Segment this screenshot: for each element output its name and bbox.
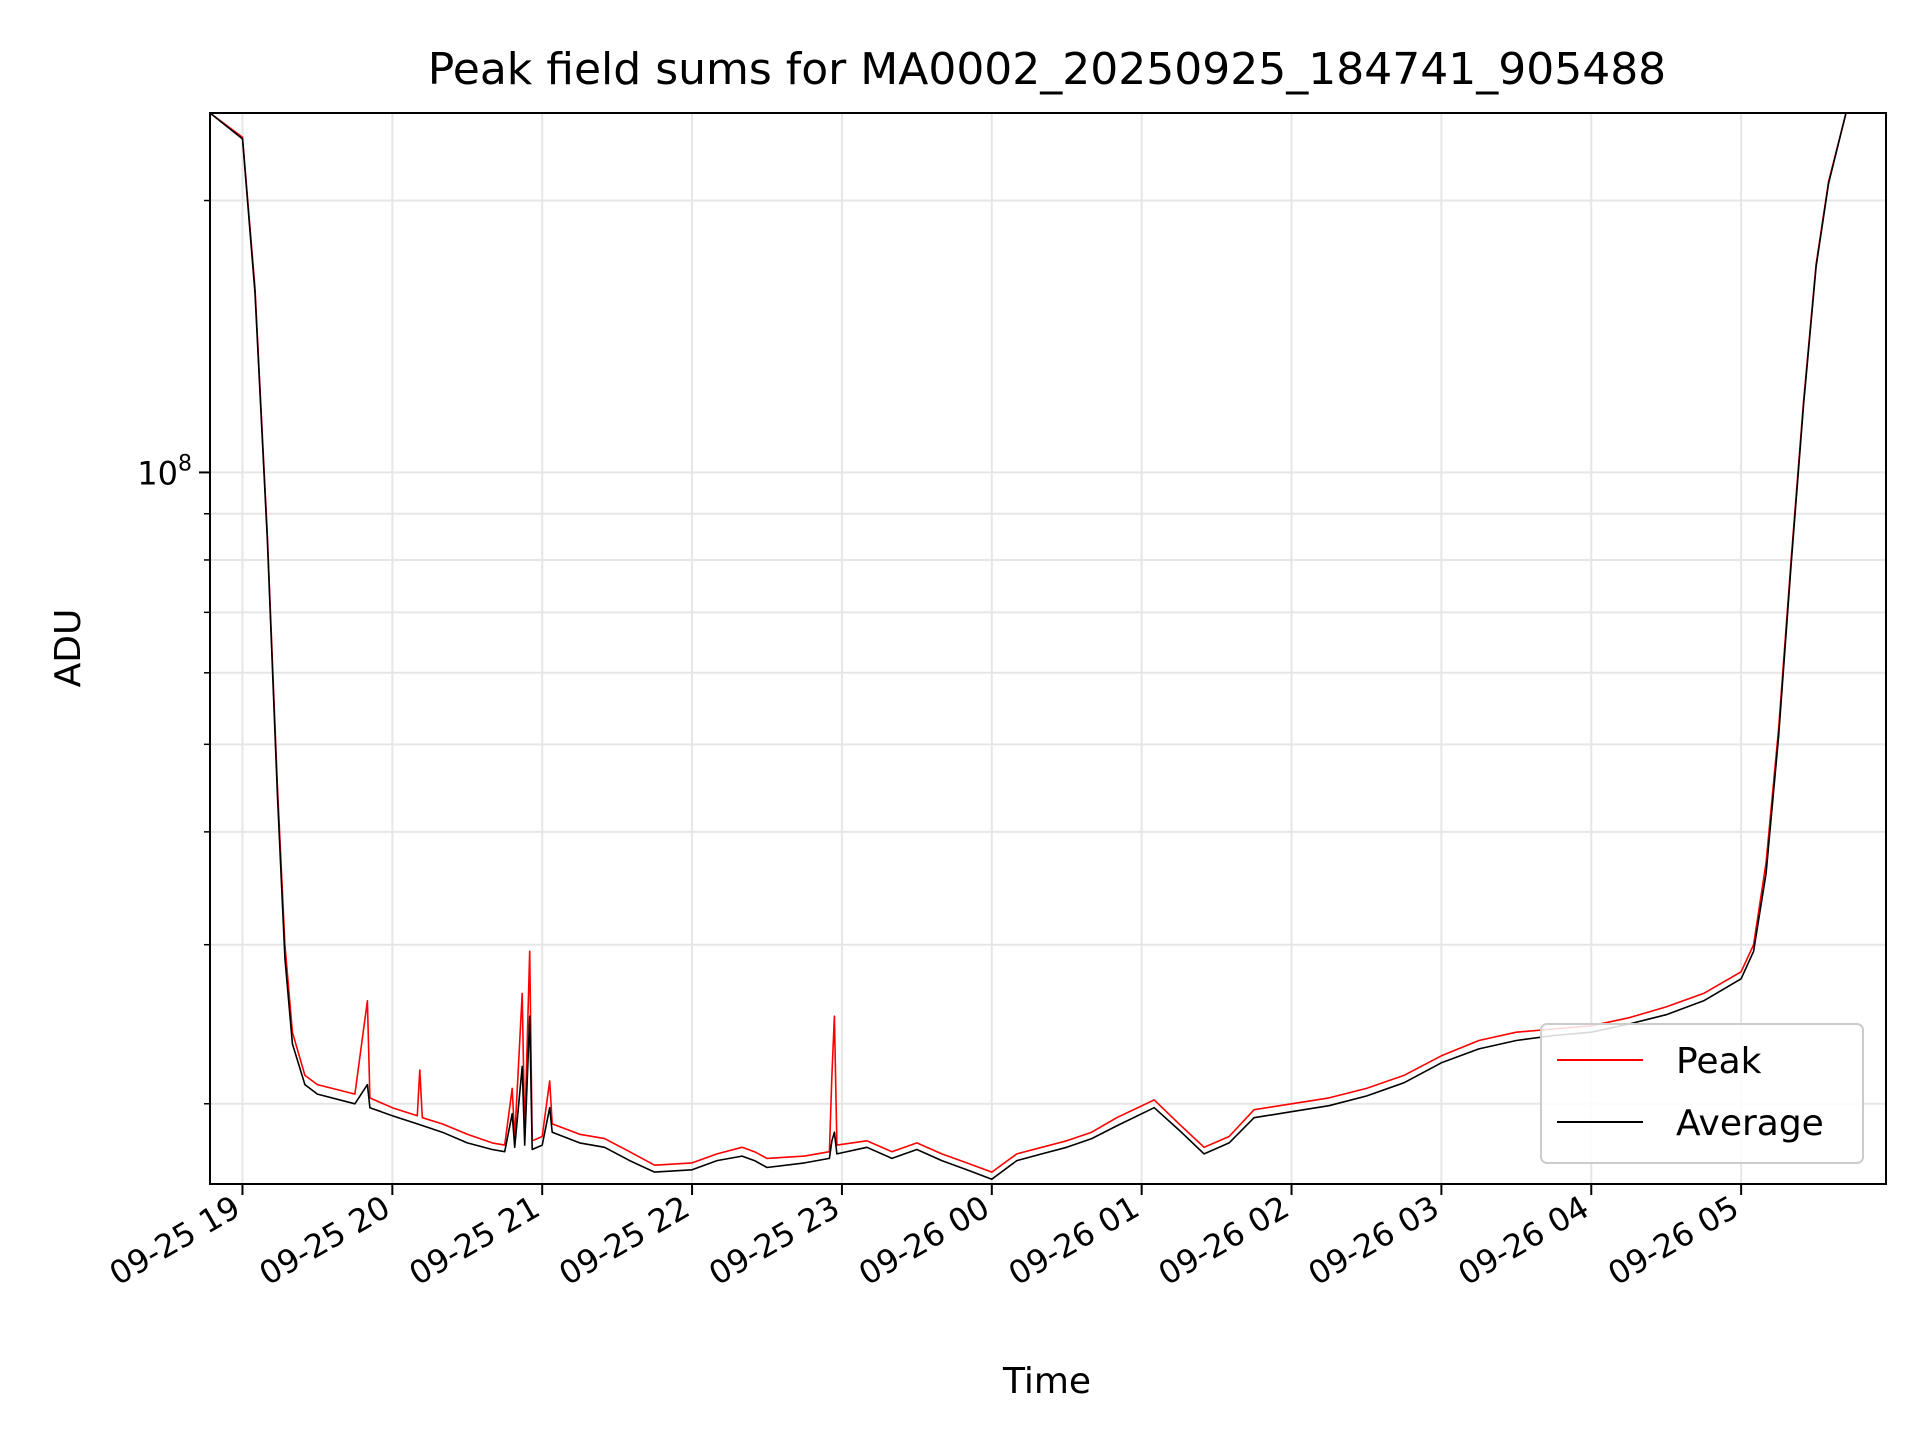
chart-title: Peak field sums for MA0002_20250925_1847… xyxy=(428,44,1666,95)
legend-box xyxy=(1540,1023,1864,1164)
x-tick-label: 09-25 21 xyxy=(403,1188,547,1293)
x-tick-label: 09-25 23 xyxy=(702,1188,846,1293)
x-tick-label: 09-25 22 xyxy=(552,1188,696,1293)
x-tick-label: 09-25 20 xyxy=(253,1188,397,1293)
legend: Peak Average xyxy=(1540,1023,1864,1164)
grid xyxy=(210,113,1886,1184)
y-tick-label: 108 xyxy=(137,451,192,492)
legend-label-peak: Peak xyxy=(1676,1041,1762,1082)
x-tick-label: 09-26 02 xyxy=(1152,1188,1296,1293)
series-layer xyxy=(210,113,1886,1180)
x-tick-label: 09-26 05 xyxy=(1602,1188,1746,1293)
x-axis-label: Time xyxy=(1002,1361,1091,1402)
plot-frame xyxy=(209,112,1887,1185)
y-axis-ticks: 108 xyxy=(137,199,210,1105)
series-line-peak xyxy=(210,113,1886,1173)
x-tick-label: 09-26 01 xyxy=(1002,1188,1146,1293)
x-tick-label: 09-26 04 xyxy=(1452,1188,1596,1293)
legend-label-average: Average xyxy=(1676,1103,1824,1144)
series-line-average xyxy=(210,113,1886,1180)
x-axis-ticks: 09-25 19 09-25 20 09-25 21 09-25 22 09-25 23… xyxy=(103,1184,1745,1293)
x-tick-label: 09-26 03 xyxy=(1302,1188,1446,1293)
x-tick-label: 09-25 19 xyxy=(103,1188,247,1293)
x-tick-label: 09-26 00 xyxy=(852,1188,996,1293)
y-axis-label: ADU xyxy=(48,609,89,688)
